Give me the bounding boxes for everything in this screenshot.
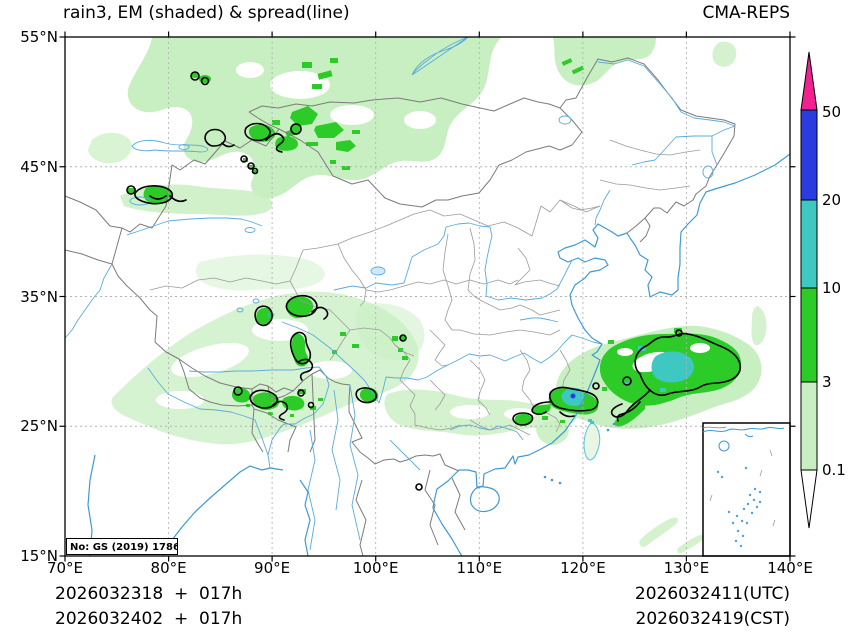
colorbar-label-3: 3 [822,373,832,391]
south-china-sea-inset [702,422,791,557]
footer-valid-cst: 2026032419(CST) [635,609,790,629]
colorbar-label-20: 20 [822,191,842,209]
colorbar-label-50: 50 [822,103,842,121]
x-tick-130e: 130°E [663,559,710,577]
colorbar-seg-01-3 [800,381,818,471]
x-tick-140e: 140°E [767,559,813,577]
y-tick-55n: 55°N [20,28,58,46]
y-tick-35n: 35°N [20,287,58,306]
x-tick-110e: 110°E [456,559,503,577]
province-borders [149,139,701,436]
rivers [64,59,736,551]
y-tick-45n: 45°N [20,157,58,176]
island-dots [716,466,762,548]
precip-light-shading [88,37,767,554]
map-license-label: No: GS (2019) 1786 [66,538,178,555]
lakes [129,36,714,318]
y-tick-25n: 25°N [20,417,58,435]
colorbar-label-01: 0.1 [822,461,846,479]
taiwan-island [583,421,601,461]
chart-title: rain3, EM (shaded) & spread(line) [63,3,350,23]
spread-contours [126,71,742,491]
footer-init-utc: 2026032318 + 017h [55,584,243,604]
colorbar-arrow-bottom [800,469,818,529]
x-tick-70e: 70°E [46,559,84,577]
colorbar-seg-20-50 [800,109,818,201]
x-tick-100e: 100°E [352,559,399,577]
axis-ticks [59,31,796,562]
y-tick-15n: 15°N [20,547,58,565]
colorbar-arrow-top [800,51,818,111]
x-tick-120e: 120°E [560,559,606,577]
colorbar-label-10: 10 [822,279,842,297]
taiwan-north-cell [590,421,594,424]
graticule-gridlines [65,37,790,556]
x-tick-90e: 90°E [254,559,291,577]
colorbar-seg-10-20 [800,199,818,289]
footer-init-cst: 2026032402 + 017h [55,609,243,629]
colorbar-seg-3-10 [800,287,818,383]
blue-core-dot [570,393,576,399]
x-tick-80e: 80°E [150,559,187,577]
model-name: CMA-REPS [702,3,790,23]
colorbar [800,51,818,529]
footer-valid-utc: 2026032411(UTC) [634,584,790,604]
